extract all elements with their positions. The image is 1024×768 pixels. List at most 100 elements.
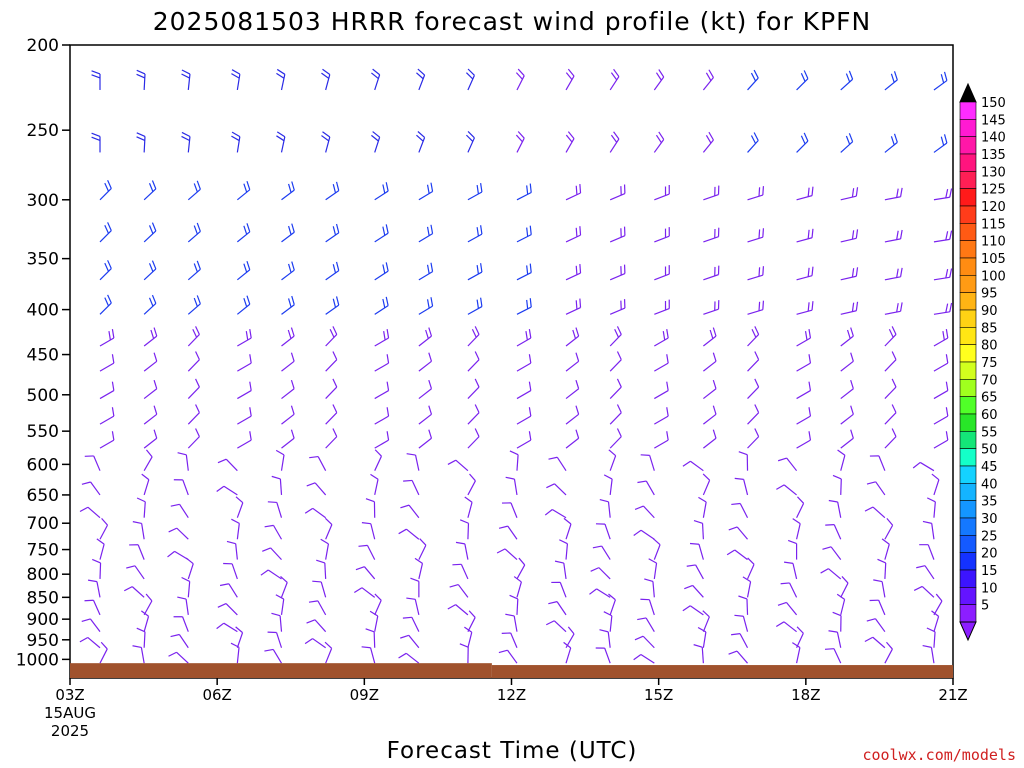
wind-barb — [689, 542, 704, 560]
wind-barb — [264, 524, 283, 540]
x-tick-label: 21Z — [938, 686, 967, 704]
wind-barb — [264, 648, 283, 664]
wind-barb — [728, 650, 748, 664]
wind-barb — [99, 222, 112, 243]
wind-barb — [703, 352, 717, 372]
colorbar-label: 100 — [981, 269, 1006, 284]
wind-barb — [99, 260, 112, 281]
colorbar-label: 145 — [981, 113, 1006, 128]
wind-barb — [884, 187, 903, 201]
chart-title: 2025081503 HRRR forecast wind profile (k… — [153, 7, 871, 36]
surface-terrain — [70, 663, 492, 678]
wind-barb — [731, 633, 749, 649]
wind-barb — [747, 266, 765, 281]
wind-barb — [548, 456, 567, 472]
y-tick-label: 200 — [27, 36, 59, 56]
wind-barb — [325, 261, 340, 281]
wind-barb — [637, 617, 655, 632]
wind-barb — [79, 506, 101, 519]
colorbar-swatch — [959, 413, 977, 432]
wind-barb — [877, 558, 887, 579]
wind-barb — [99, 381, 115, 400]
colorbar-label: 80 — [981, 339, 998, 354]
wind-barb — [143, 429, 158, 449]
wind-barb — [796, 626, 804, 649]
wind-barb — [933, 354, 949, 372]
wind-barb — [96, 538, 105, 560]
wind-barb — [325, 404, 338, 425]
wind-barb — [840, 576, 849, 598]
wind-barb — [840, 267, 859, 281]
wind-barb — [418, 429, 433, 449]
wind-barb — [703, 379, 717, 400]
wind-barb — [271, 475, 283, 495]
wind-barb — [654, 265, 670, 281]
wind-barb — [374, 381, 390, 400]
wind-barb — [634, 505, 655, 519]
wind-barb — [136, 627, 146, 648]
wind-barb — [796, 266, 814, 281]
wind-barb — [325, 378, 338, 399]
wind-barb — [170, 633, 189, 649]
wind-barb — [565, 379, 580, 400]
colorbar-swatch — [959, 396, 977, 415]
wind-barb — [912, 461, 935, 472]
wind-barb — [933, 329, 949, 347]
colorbar-swatch — [959, 101, 977, 120]
wind-barb — [825, 524, 842, 540]
wind-barb — [321, 131, 331, 153]
wind-barb — [633, 653, 655, 664]
wind-barb — [609, 378, 622, 399]
wind-barb — [609, 68, 620, 91]
wind-barb — [370, 473, 379, 496]
wind-barb — [325, 326, 338, 347]
wind-barb — [281, 327, 295, 347]
wind-barb — [501, 502, 518, 518]
wind-barb — [132, 645, 145, 664]
wind-barb — [609, 428, 622, 449]
wind-barb — [143, 593, 153, 616]
wind-barb — [840, 229, 859, 243]
wind-barb — [775, 621, 797, 633]
wind-barb — [447, 459, 469, 472]
wind-barb — [509, 450, 519, 471]
wind-barb — [281, 429, 295, 449]
wind-barb — [355, 566, 376, 580]
colorbar-swatch — [959, 500, 977, 519]
wind-barb — [459, 519, 470, 540]
colorbar-label: 15 — [981, 564, 998, 579]
wind-barb — [505, 476, 518, 496]
wind-barb — [603, 474, 613, 496]
wind-barb — [609, 131, 620, 153]
wind-barb — [132, 521, 145, 540]
wind-barb — [136, 497, 146, 518]
wind-barb — [181, 576, 191, 598]
wind-barb — [187, 180, 201, 201]
colorbar: 1501451401351301251201151101051009590858… — [959, 82, 1006, 642]
wind-barb — [143, 352, 158, 372]
wind-barb — [498, 525, 518, 540]
colorbar-label: 90 — [981, 304, 998, 319]
wind-barb — [501, 632, 518, 648]
wind-barb — [235, 626, 244, 648]
wind-barb — [933, 268, 953, 281]
wind-barb — [633, 529, 655, 540]
colorbar-label: 140 — [981, 131, 1006, 146]
wind-barb — [933, 188, 953, 201]
wind-barb — [777, 601, 798, 616]
wind-barb — [281, 181, 295, 201]
wind-barb — [884, 267, 903, 281]
wind-barb — [237, 329, 252, 347]
wind-barb — [589, 588, 611, 598]
colorbar-swatch — [959, 344, 977, 363]
wind-barb — [884, 517, 894, 540]
wind-barb — [565, 131, 575, 153]
wind-barb — [459, 643, 469, 664]
wind-barb — [516, 407, 532, 425]
y-axis: 200 250 300 350 400 450 500 550 600 650 700 750 800 8… — [16, 36, 70, 670]
colorbar-label: 150 — [981, 96, 1006, 111]
colorbar-swatch — [959, 535, 977, 553]
wind-barb — [237, 354, 252, 372]
wind-barb — [931, 610, 940, 632]
wind-barb — [884, 302, 903, 315]
